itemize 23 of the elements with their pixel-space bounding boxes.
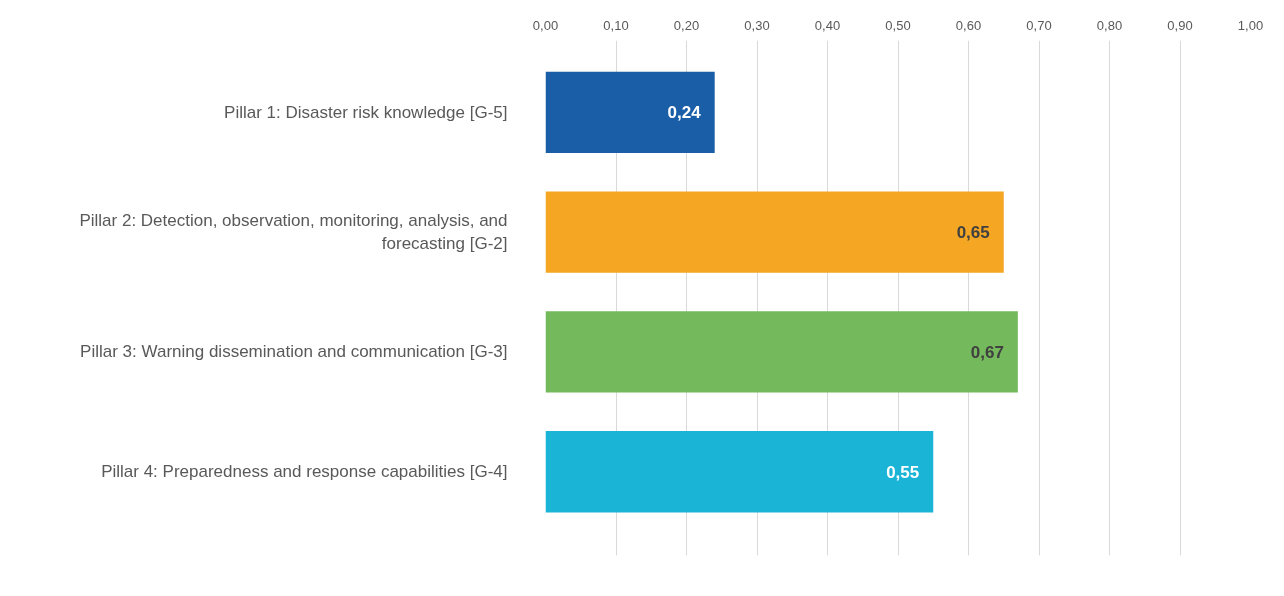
x-tick-label: 1,00 (1237, 17, 1264, 33)
bar (545, 71, 715, 154)
data-label: 0,67 (970, 342, 1004, 362)
x-tick-label: 0,50 (885, 17, 911, 33)
x-tick-label: 0,00 (532, 17, 559, 33)
data-label: 0,65 (956, 223, 990, 243)
x-tick-label: 0,80 (1096, 17, 1123, 33)
x-tick-label: 0,30 (744, 17, 770, 33)
y-tick-label: Pillar 4: Preparedness and response capabilities [G-4] (101, 462, 508, 482)
data-label: 0,24 (667, 103, 702, 123)
x-tick-label: 0,60 (955, 17, 982, 33)
y-tick-label: Pillar 1: Disaster risk knowledge [G-5] (224, 102, 508, 122)
data-label: 0,55 (886, 462, 920, 482)
x-tick-label: 0,10 (603, 17, 629, 33)
x-tick-label: 0,70 (1026, 17, 1052, 33)
x-tick-label: 0,40 (814, 17, 841, 33)
x-tick-label: 0,20 (673, 17, 700, 33)
bar (545, 311, 1018, 393)
x-tick-label: 0,90 (1167, 17, 1193, 33)
y-tick-label: Pillar 3: Warning dissemination and communication [G-3] (80, 342, 508, 362)
bar (545, 191, 1004, 273)
y-tick-label: Pillar 2: Detection, observation, monitoring, analysis, and forecasting [G-2] (79, 211, 508, 254)
bar (545, 430, 934, 513)
